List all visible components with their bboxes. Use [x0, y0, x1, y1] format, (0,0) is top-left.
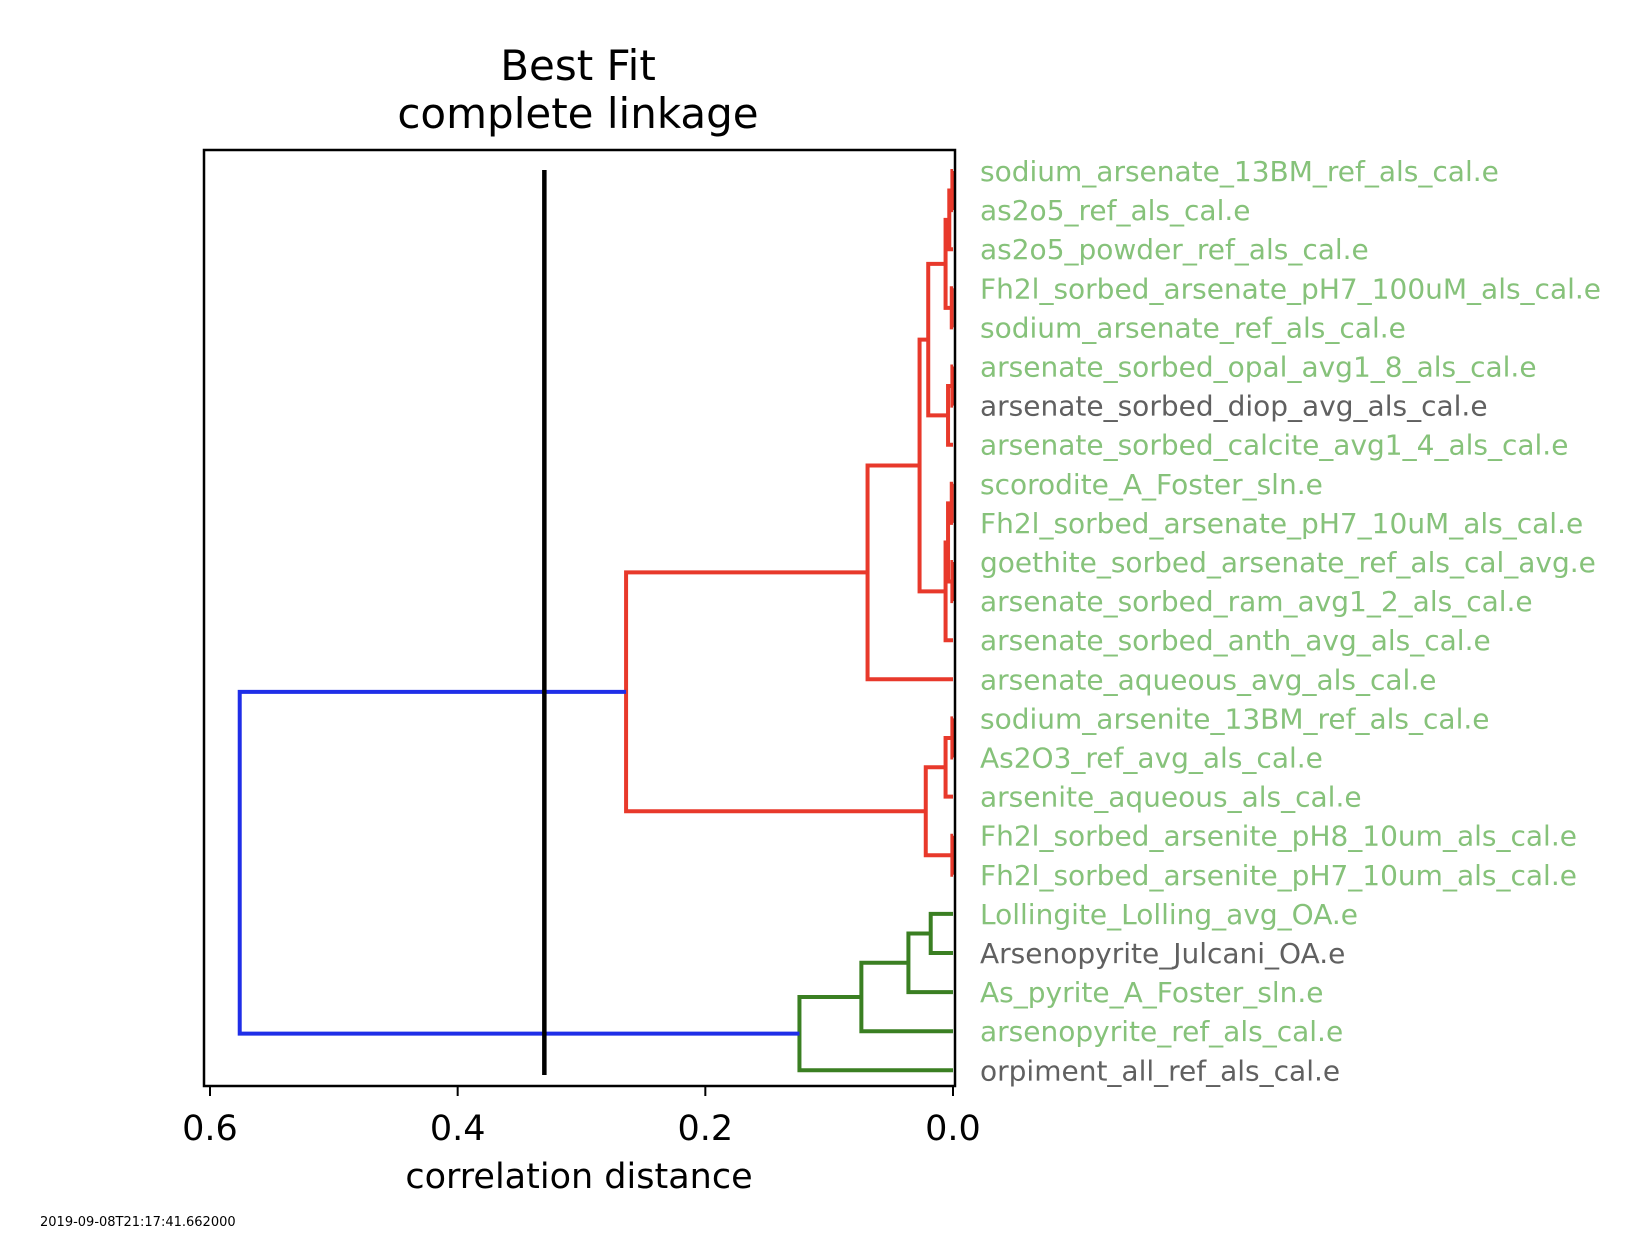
leaf-label: sodium_arsenate_ref_als_cal.e — [980, 311, 1406, 344]
dendrogram-links — [237, 169, 955, 1073]
x-tick-label-0: 0.6 — [182, 1109, 238, 1149]
leaf-label: as2o5_ref_als_cal.e — [980, 194, 1250, 227]
link-n5 — [950, 364, 955, 408]
link-n12 — [917, 337, 946, 594]
link-n18 — [624, 570, 926, 814]
link-n10 — [946, 501, 953, 584]
leaf-label: Fh2l_sorbed_arsenate_pH7_10uM_als_cal.e — [980, 507, 1583, 540]
leaf-label: Fh2l_sorbed_arsenite_pH7_10um_als_cal.e — [980, 859, 1577, 892]
leaf-label: Fh2l_sorbed_arsenite_pH8_10um_als_cal.e — [980, 820, 1577, 853]
leaf-label: arsenate_sorbed_calcite_avg1_4_als_cal.e — [980, 429, 1568, 462]
link-n13 — [865, 463, 953, 682]
link-n3 — [949, 286, 954, 330]
leaf-label: As_pyrite_A_Foster_sln.e — [980, 976, 1324, 1009]
leaf-label: arsenate_sorbed_diop_avg_als_cal.e — [980, 390, 1488, 423]
link-n6 — [946, 384, 953, 447]
leaf-label: arsenite_aqueous_als_cal.e — [980, 781, 1362, 814]
leaf-label: orpiment_all_ref_als_cal.e — [980, 1054, 1340, 1087]
timestamp: 2019-09-08T21:17:41.662000 — [40, 1215, 236, 1230]
x-tick-label-3: 0.0 — [925, 1109, 981, 1149]
chart-title-line-2: complete linkage — [397, 89, 758, 138]
link-n8 — [949, 481, 954, 525]
link-n19 — [928, 911, 953, 955]
leaf-label: arsenate_sorbed_anth_avg_als_cal.e — [980, 624, 1491, 657]
leaf-label: Fh2l_sorbed_arsenate_pH7_100uM_als_cal.e — [980, 272, 1601, 305]
leaf-label: arsenate_aqueous_avg_als_cal.e — [980, 663, 1436, 696]
leaf-label: sodium_arsenite_13BM_ref_als_cal.e — [980, 702, 1489, 735]
leaf-labels: sodium_arsenate_13BM_ref_als_cal.e as2o5_… — [980, 155, 1601, 1087]
link-n17 — [923, 765, 953, 858]
x-axis-label: correlation distance — [405, 1157, 752, 1197]
link-n16 — [950, 833, 955, 877]
link-n14 — [950, 716, 955, 760]
leaf-label: arsenate_sorbed_opal_avg1_8_als_cal.e — [980, 351, 1537, 384]
leaf-label: arsenopyrite_ref_als_cal.e — [980, 1015, 1343, 1048]
leaf-label: Arsenopyrite_Julcani_OA.e — [980, 937, 1345, 970]
link-n22 — [797, 994, 953, 1073]
leaf-label: arsenate_sorbed_ram_avg1_2_als_cal.e — [980, 585, 1533, 618]
leaf-label: as2o5_powder_ref_als_cal.e — [980, 233, 1369, 266]
link-n23 — [237, 689, 800, 1036]
x-tick-label-1: 0.4 — [430, 1109, 486, 1149]
x-axis-ticks: 0.6 0.4 0.2 0.0 — [182, 1086, 981, 1149]
x-tick-label-2: 0.2 — [677, 1109, 733, 1149]
link-n1 — [950, 169, 955, 213]
plot-frame — [202, 148, 957, 1088]
leaf-label: scorodite_A_Foster_sln.e — [980, 468, 1323, 501]
leaf-label: As2O3_ref_avg_als_cal.e — [980, 742, 1323, 775]
chart-title-line-1: Best Fit — [500, 41, 656, 90]
leaf-label: sodium_arsenate_13BM_ref_als_cal.e — [980, 155, 1499, 188]
leaf-label: goethite_sorbed_arsenate_ref_als_cal_avg… — [980, 546, 1596, 579]
link-n9 — [950, 560, 955, 604]
leaf-label: Lollingite_Lolling_avg_OA.e — [980, 898, 1358, 931]
